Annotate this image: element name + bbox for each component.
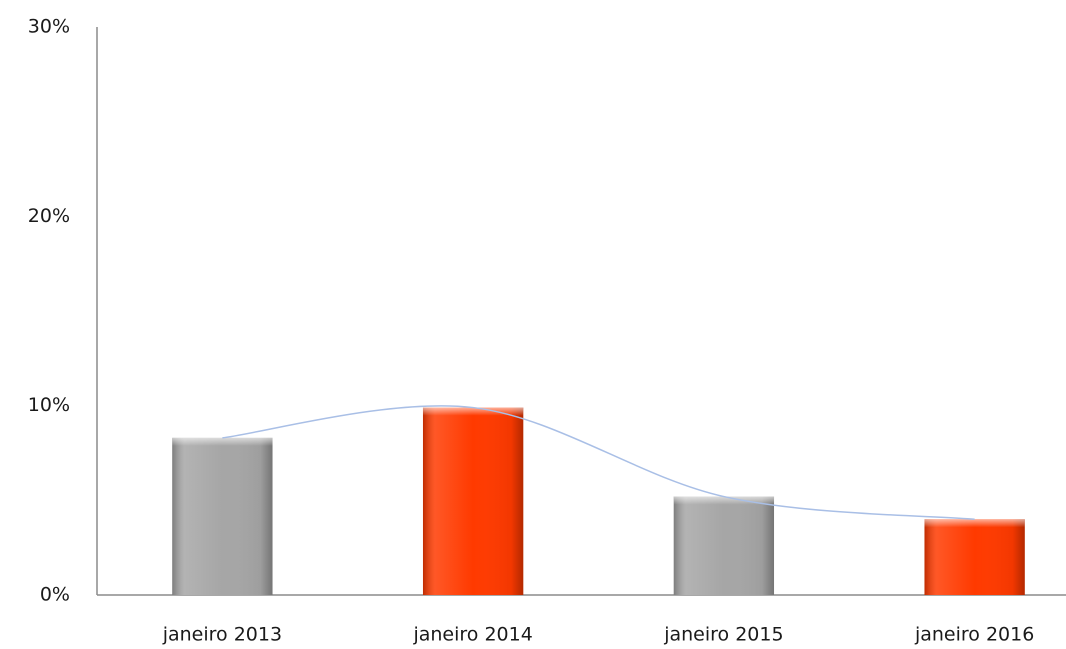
x-tick-label: janeiro 2015	[663, 624, 783, 646]
y-tick-label: 30%	[28, 16, 70, 38]
y-tick-label: 10%	[28, 394, 70, 416]
bar-shade	[422, 407, 524, 595]
bar-shade	[673, 496, 775, 595]
bar-highlight	[673, 496, 775, 505]
bar-highlight	[172, 437, 273, 446]
y-tick-label: 20%	[28, 205, 70, 227]
y-tick-label: 0%	[40, 584, 70, 606]
x-tick-label: janeiro 2016	[914, 624, 1034, 646]
bar-shade	[172, 437, 273, 595]
bar-highlight	[924, 519, 1025, 528]
x-tick-label: janeiro 2013	[162, 624, 282, 646]
bar-highlight	[422, 407, 524, 416]
trend-line	[222, 405, 975, 521]
x-tick-label: janeiro 2014	[412, 624, 532, 646]
bar-shade	[924, 519, 1025, 595]
